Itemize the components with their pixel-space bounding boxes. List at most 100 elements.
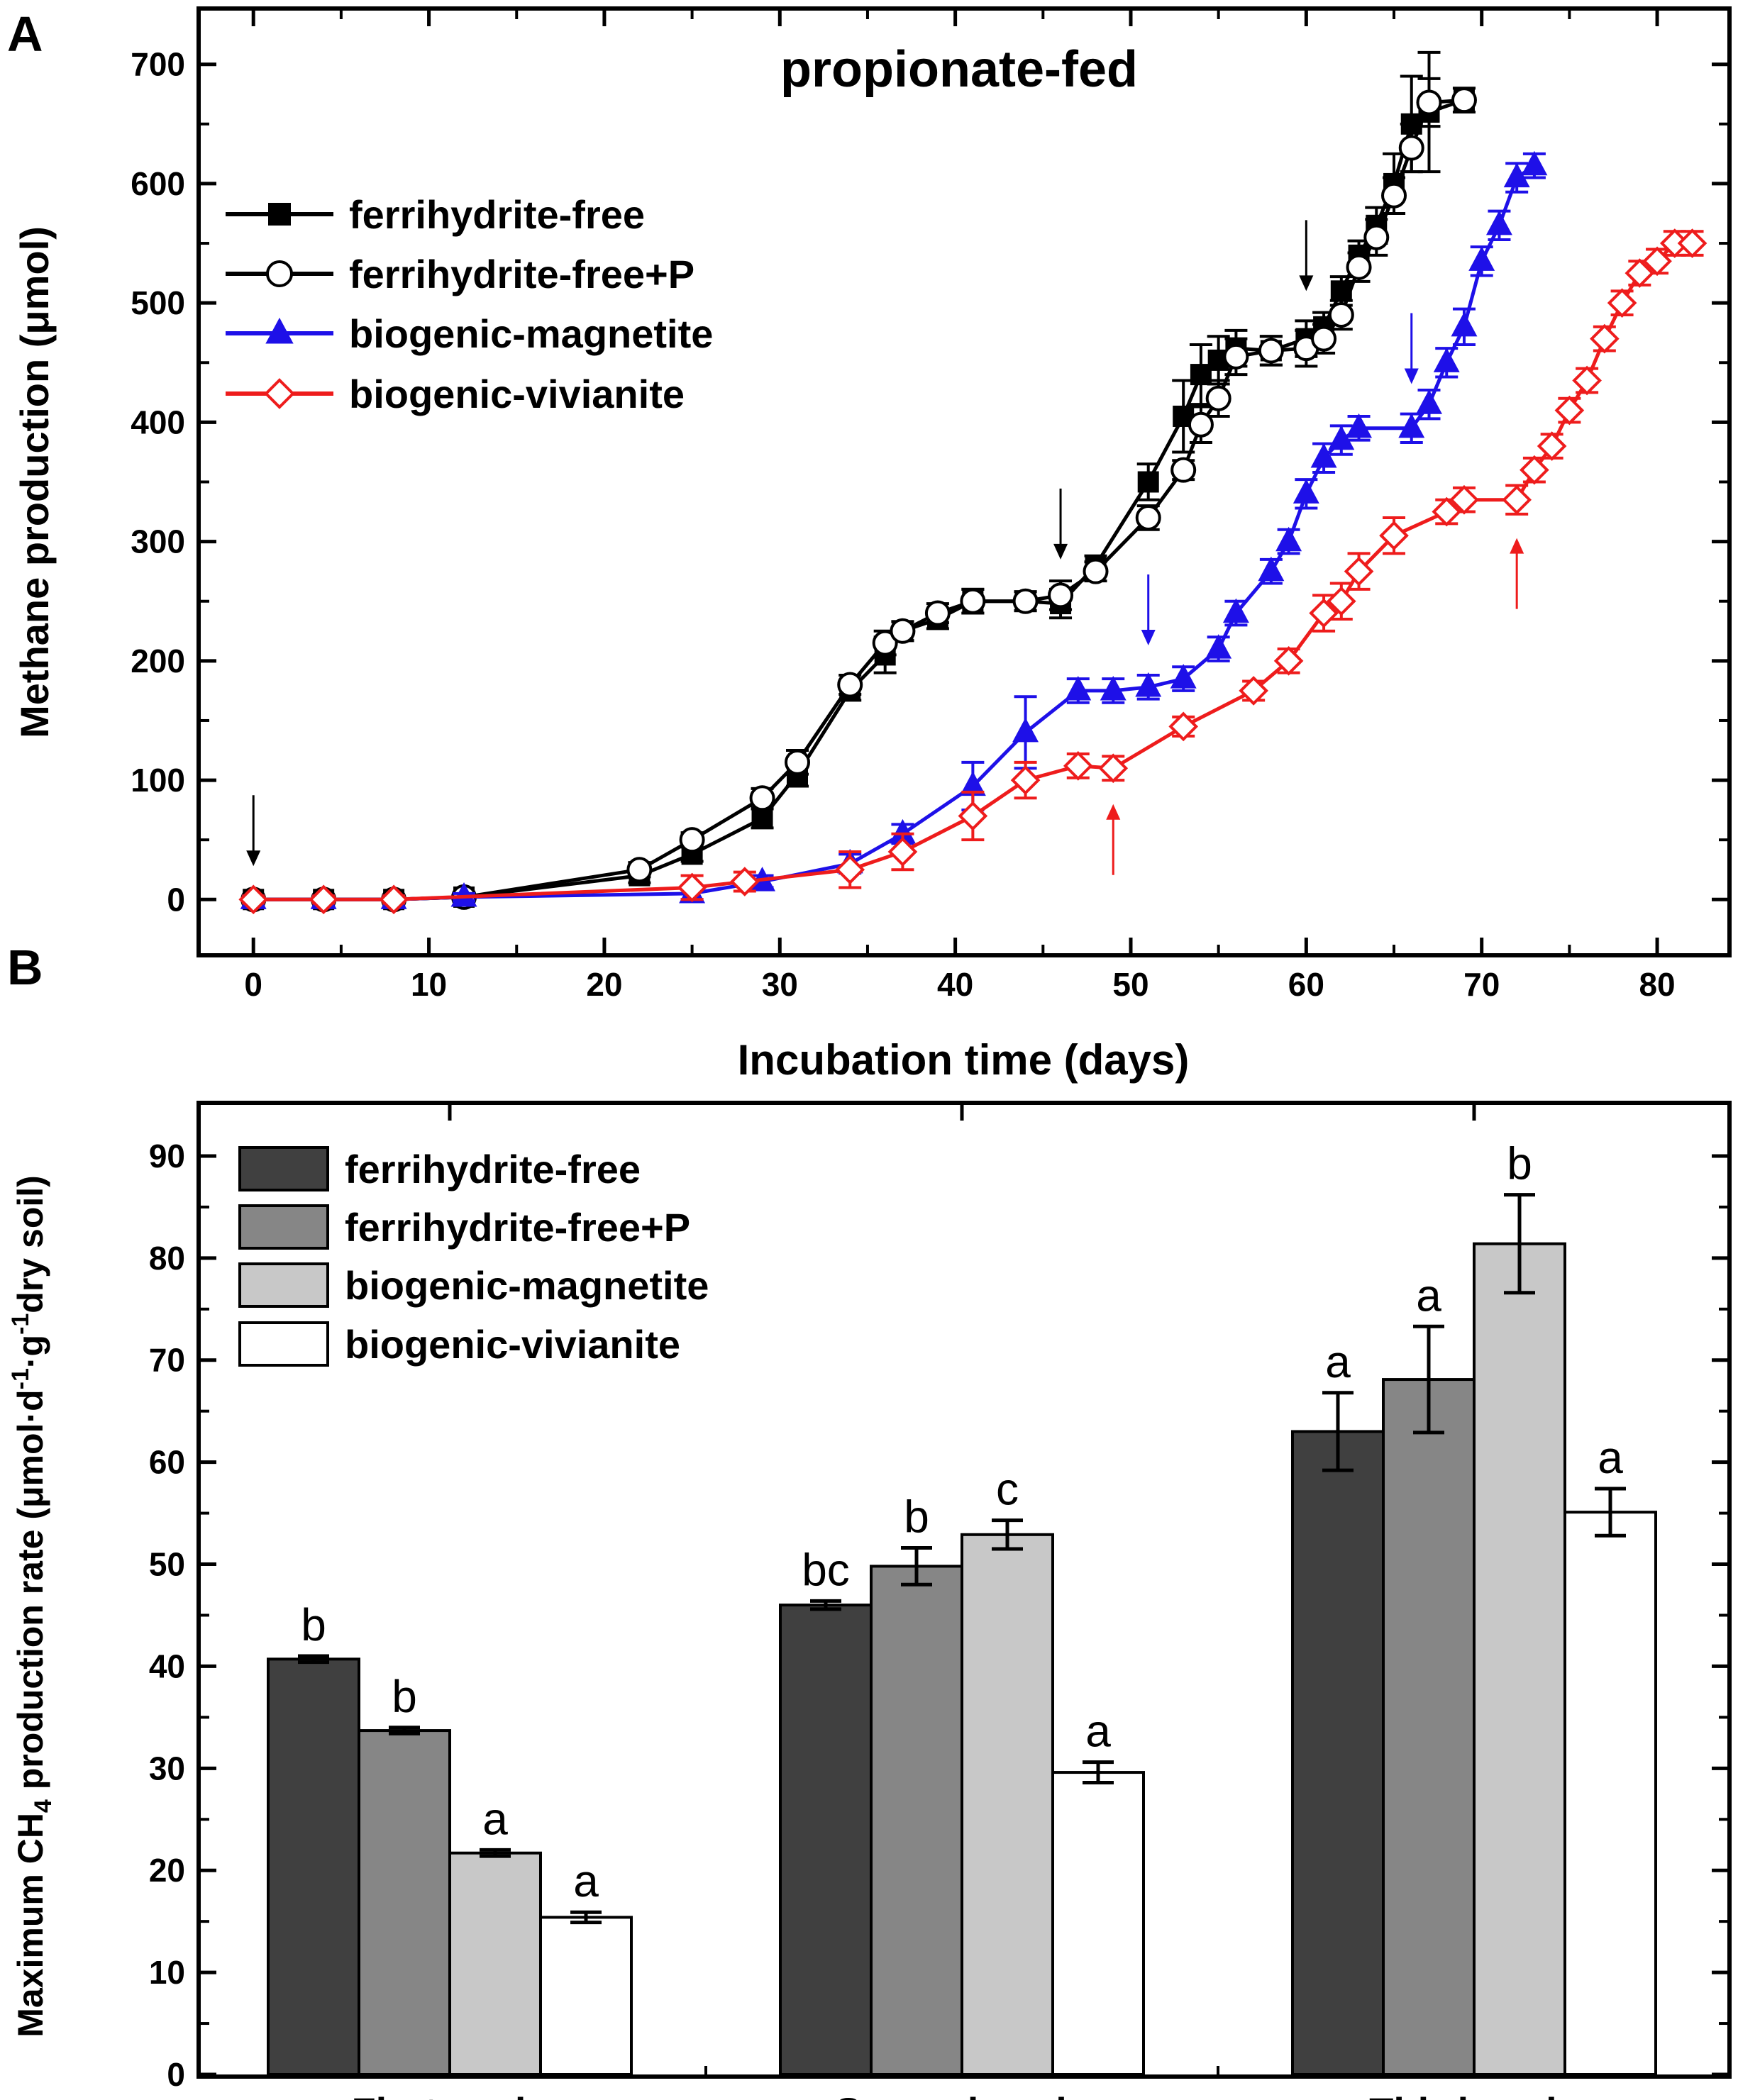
data-point: [265, 317, 294, 344]
data-point: [1485, 210, 1512, 235]
data-point: [1346, 413, 1373, 438]
bar-group-Second cycle: bcbca: [779, 1464, 1145, 2077]
bar: [961, 1533, 1054, 2077]
series-ferrihydrite-free+P: [240, 77, 1477, 913]
data-point: [890, 618, 916, 644]
data-point: [1168, 711, 1199, 742]
data-point: [1012, 588, 1039, 614]
data-point: [1190, 364, 1212, 386]
significance-letter: a: [573, 1855, 599, 1906]
bar: [1563, 1511, 1657, 2076]
data-point: [1309, 598, 1339, 628]
panel-a-axes: 0 10 20 30 40 50 60 70 80 0 100 200 300 400 500 600 700: [131, 11, 1727, 1003]
x-tick-label: 20: [586, 966, 622, 1003]
x-tick-label: 50: [1112, 966, 1148, 1003]
series-ferrihydrite-free: [242, 50, 1476, 911]
data-point: [1170, 457, 1197, 483]
data-point: [1170, 664, 1197, 689]
y-tick-label: 20: [149, 1852, 185, 1889]
significance-letter: a: [1325, 1336, 1351, 1387]
legend-swatch: [238, 1321, 329, 1367]
legend-label: ferrihydrite-free+P: [349, 252, 694, 296]
data-point: [268, 203, 291, 226]
significance-letter: b: [301, 1599, 326, 1650]
data-point: [1537, 431, 1567, 461]
data-point: [1346, 254, 1372, 280]
data-point: [1363, 224, 1390, 250]
data-point: [785, 749, 811, 775]
data-point: [1223, 343, 1249, 370]
panel-b: B Maximum CH4 production rate (μmol·d-1·…: [7, 940, 1732, 2100]
data-point: [924, 600, 951, 626]
y-tick-label: 600: [131, 165, 185, 202]
bar: [448, 1851, 542, 2077]
arrow-head: [1141, 629, 1156, 645]
y-tick-label: 40: [149, 1648, 185, 1684]
data-point: [1012, 717, 1039, 743]
data-point: [1398, 135, 1424, 161]
data-point: [1432, 496, 1462, 527]
bar: [870, 1565, 963, 2077]
panel-a-y-axis-label: Methane production (μmol): [12, 226, 57, 738]
x-tick-label: 10: [411, 966, 447, 1003]
data-point: [1258, 556, 1285, 582]
arrow-head: [246, 850, 261, 867]
data-point: [1642, 246, 1672, 277]
panel-a-title: propionate-fed: [780, 41, 1138, 98]
data-point: [1098, 753, 1129, 784]
legend-label: biogenic-vivianite: [349, 372, 685, 416]
panel-a-plot-frame: [197, 6, 1732, 957]
panel-b-label: B: [7, 940, 43, 995]
data-point: [1239, 676, 1268, 706]
bar: [779, 1604, 873, 2076]
category-label: Second cycle: [835, 2089, 1089, 2100]
panel-a-series: [238, 50, 1707, 915]
panel-a: A propionate-fed Incubation time (days) …: [7, 6, 1732, 1084]
y-tick-label: 50: [149, 1546, 185, 1583]
y-tick-label: 70: [149, 1342, 185, 1379]
bar-group-Third cycle: a a b a: [1291, 1138, 1657, 2076]
arrow-head: [1510, 538, 1524, 554]
y-tick-label: 500: [131, 284, 185, 321]
data-point: [1135, 672, 1162, 697]
bar: [539, 1916, 633, 2076]
panel-a-arrow-markers: [246, 220, 1524, 875]
y-tick-label: 30: [149, 1750, 185, 1787]
data-point: [1311, 326, 1337, 352]
arrow-head: [1404, 368, 1419, 384]
x-tick-label: 40: [937, 966, 973, 1003]
data-point: [1344, 556, 1374, 587]
significance-letter: b: [904, 1491, 929, 1543]
data-point: [1677, 228, 1707, 258]
y-tick-label: 300: [131, 523, 185, 560]
data-point: [1258, 338, 1284, 364]
legend-label: biogenic-magnetite: [345, 1263, 709, 1308]
legend-swatch: [238, 1262, 329, 1308]
data-point: [1135, 504, 1161, 530]
significance-letter: a: [1085, 1706, 1111, 1757]
data-point: [960, 588, 986, 614]
data-point: [958, 801, 988, 831]
significance-letter: b: [1507, 1138, 1532, 1189]
y-tick-label: 700: [131, 46, 185, 83]
panel-b-y-axis-label: Maximum CH4 production rate (μmol·d-1·g-…: [7, 1175, 57, 2038]
data-point: [238, 884, 269, 915]
bar: [1382, 1378, 1476, 2076]
data-point: [1328, 425, 1355, 450]
data-point: [872, 630, 898, 656]
significance-letter: a: [1598, 1432, 1623, 1483]
arrow-head: [1106, 804, 1121, 820]
data-point: [729, 867, 760, 896]
legend-swatch: [238, 1204, 329, 1250]
legend-item-biogenic-magnetite: biogenic-magnetite: [226, 311, 713, 356]
data-point: [1310, 443, 1337, 468]
bar-group-First cycle: b b a a: [267, 1599, 633, 2077]
legend-item-biogenic-magnetite: biogenic-magnetite: [238, 1262, 709, 1308]
legend-item-biogenic-vivianite: biogenic-vivianite: [238, 1321, 680, 1367]
data-point: [1590, 323, 1620, 354]
data-point: [1398, 413, 1425, 438]
legend-label: biogenic-magnetite: [349, 311, 713, 356]
legend-swatch: [238, 1146, 329, 1191]
data-point: [749, 785, 775, 811]
data-point: [1502, 484, 1532, 515]
